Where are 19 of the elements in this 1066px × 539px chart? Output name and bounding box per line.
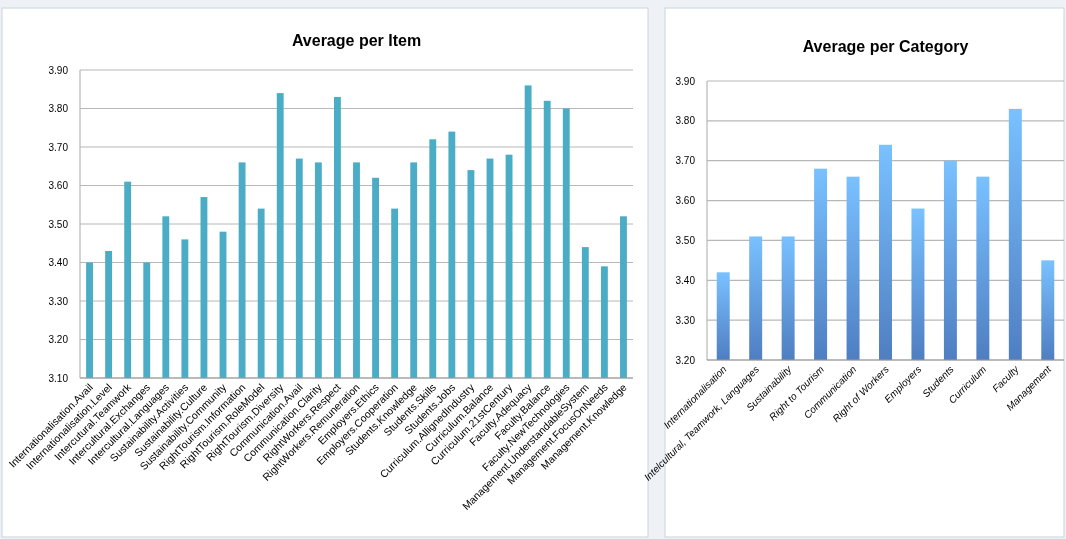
y-tick-label: 3.60: [48, 180, 69, 191]
chart-title: Average per Item: [291, 32, 422, 49]
y-tick-label: 3.50: [48, 218, 69, 230]
chart-title: Average per Category: [802, 38, 969, 55]
y-tick-label: 3.70: [48, 141, 69, 153]
y-tick-label: 3.40: [675, 274, 696, 286]
y-tick-label: 3.80: [675, 115, 696, 127]
y-tick-label: 3.70: [675, 155, 696, 167]
y-tick-label: 3.20: [675, 354, 696, 366]
y-tick-label: 3.80: [48, 103, 69, 114]
y-tick-label: 3.30: [48, 295, 69, 307]
y-tick-label: 3.90: [675, 75, 696, 87]
y-tick-label: 3.20: [48, 334, 69, 345]
y-tick-label: 3.10: [48, 372, 69, 384]
y-tick-label: 3.60: [675, 195, 696, 207]
y-tick-label: 3.40: [48, 257, 69, 268]
y-tick-label: 3.50: [675, 234, 696, 246]
y-tick-label: 3.30: [675, 314, 696, 326]
y-tick-label: 3.90: [48, 64, 69, 76]
